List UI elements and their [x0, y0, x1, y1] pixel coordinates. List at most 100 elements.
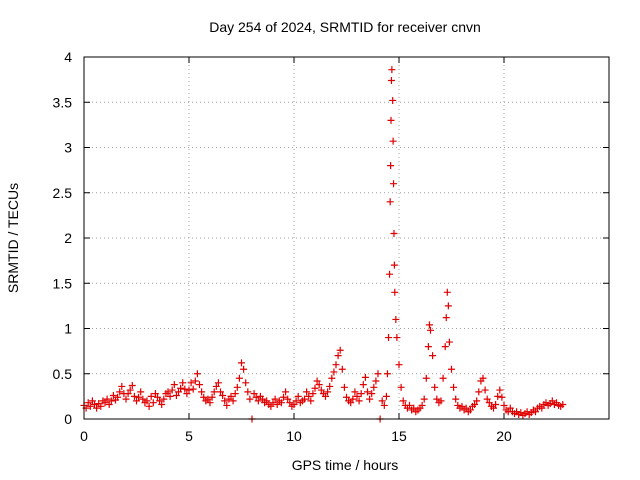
data-point: [479, 374, 487, 382]
y-tick-label: 0.5: [53, 366, 73, 382]
data-point: [128, 382, 136, 390]
data-point: [340, 383, 348, 391]
data-point: [263, 397, 271, 405]
data-point: [349, 395, 357, 403]
data-point: [109, 391, 117, 399]
data-point: [219, 391, 227, 399]
data-point: [332, 361, 340, 369]
y-tick-label: 3: [64, 140, 72, 156]
data-point: [221, 397, 229, 405]
data-point: [309, 390, 317, 398]
data-point: [154, 393, 161, 401]
data-point: [338, 365, 346, 373]
data-point: [351, 388, 359, 396]
data-point: [292, 397, 300, 405]
data-point: [389, 137, 397, 145]
data-point: [305, 392, 313, 400]
data-point: [273, 401, 281, 409]
x-tick-label: 15: [391, 428, 407, 444]
data-point: [357, 390, 365, 398]
data-point: [386, 198, 394, 206]
chart-title: Day 254 of 2024, SRMTID for receiver cnv…: [209, 19, 481, 35]
y-tick-label: 1: [64, 321, 72, 337]
data-point: [389, 96, 397, 104]
data-point: [422, 374, 430, 382]
data-point: [240, 365, 248, 373]
data-point: [301, 395, 308, 403]
x-tick-label: 20: [496, 428, 512, 444]
data-point: [252, 393, 260, 401]
data-point: [374, 370, 382, 378]
data-point: [496, 386, 504, 394]
data-point: [114, 393, 122, 401]
data-point: [242, 379, 250, 387]
data-point: [406, 401, 413, 409]
x-axis-label: GPS time / hours: [292, 457, 399, 473]
data-point: [443, 288, 451, 296]
data-point: [158, 401, 166, 409]
data-point: [387, 77, 395, 85]
data-point: [382, 392, 390, 400]
data-point: [392, 315, 400, 323]
data-point: [238, 359, 245, 367]
data-point: [390, 180, 398, 188]
data-point: [450, 383, 458, 391]
data-point: [210, 388, 218, 396]
data-point: [307, 397, 315, 405]
plot-frame: [83, 56, 610, 420]
data-point: [206, 399, 214, 407]
data-point: [492, 401, 500, 409]
data-point: [217, 388, 224, 396]
grid: [84, 57, 609, 419]
data-point: [433, 395, 441, 403]
data-point: [271, 395, 279, 403]
data-point: [277, 399, 285, 407]
data-point: [334, 352, 342, 360]
data-point: [427, 326, 434, 334]
data-point: [193, 370, 201, 378]
data-point: [442, 314, 450, 322]
data-point: [107, 397, 115, 405]
data-point: [124, 390, 132, 398]
data-point: [204, 395, 212, 403]
data-point: [458, 402, 466, 410]
data-point: [452, 395, 460, 403]
data-point: [177, 384, 185, 392]
data-point: [498, 393, 506, 401]
data-points: [80, 66, 567, 423]
data-point: [388, 66, 396, 74]
data-point: [390, 229, 398, 237]
data-point: [418, 401, 426, 409]
data-point: [179, 379, 187, 387]
data-point: [506, 404, 514, 412]
data-point: [370, 383, 378, 391]
data-point: [130, 392, 138, 400]
data-point: [390, 261, 398, 269]
data-point: [420, 395, 428, 403]
data-point: [196, 381, 203, 389]
x-tick-label: 5: [185, 428, 193, 444]
data-point: [101, 399, 109, 407]
data-point: [246, 395, 254, 403]
data-point: [483, 395, 491, 403]
data-point: [353, 392, 361, 400]
data-point: [473, 397, 481, 405]
data-point: [324, 388, 332, 396]
data-point: [290, 401, 298, 409]
data-point: [187, 379, 195, 387]
x-tick-label: 0: [80, 428, 88, 444]
data-point: [191, 377, 199, 385]
data-point: [93, 404, 101, 412]
data-point: [548, 397, 556, 405]
data-point: [208, 393, 216, 401]
data-point: [317, 386, 325, 394]
data-point: [387, 162, 395, 170]
data-point: [429, 352, 437, 360]
data-point: [538, 404, 546, 412]
data-point: [160, 395, 168, 403]
data-point: [385, 334, 392, 342]
data-point: [137, 388, 145, 396]
data-point: [336, 346, 344, 354]
data-point: [494, 392, 502, 400]
